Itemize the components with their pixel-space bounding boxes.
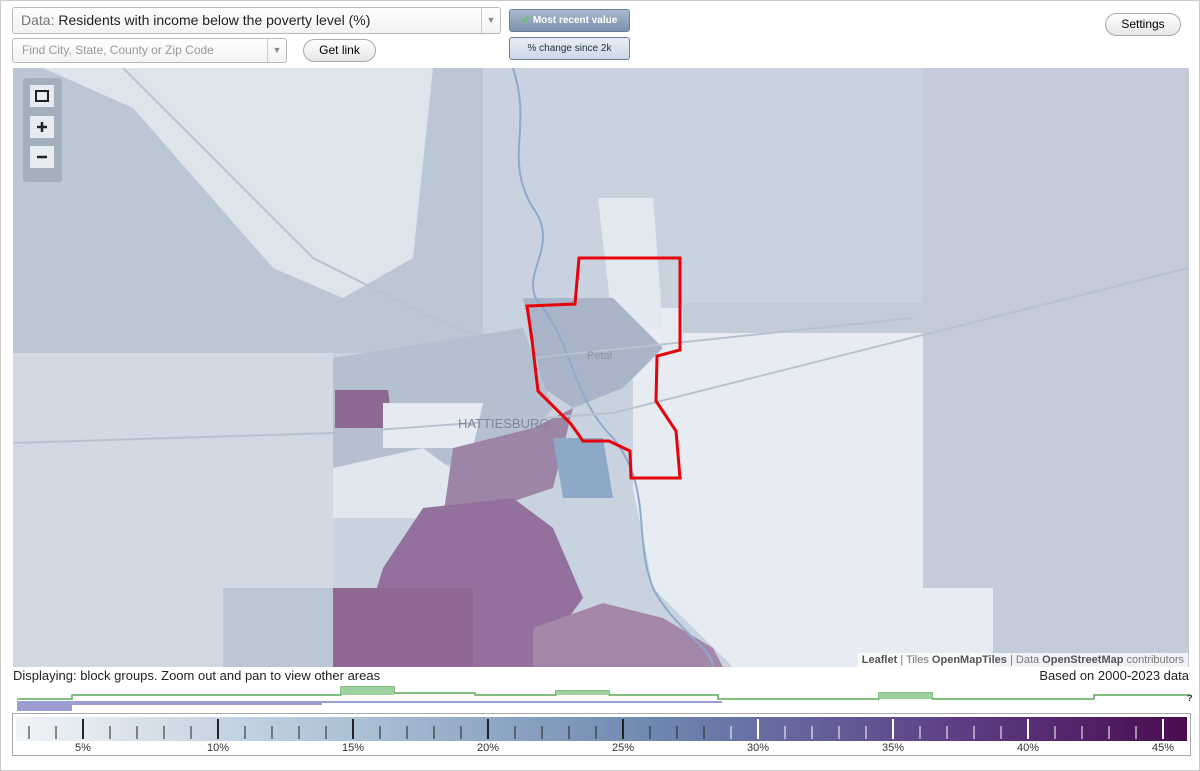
place-label: Petal [587,350,612,362]
data-select[interactable]: Data: Residents with income below the po… [12,7,501,34]
region [443,408,573,518]
check-icon: ✔ [521,15,531,26]
region [333,588,473,667]
toggle-change[interactable]: % change since 2k [509,37,630,60]
legend: 5% 10% 15% 20% 25% 30% 35% 40% 45% [12,713,1191,756]
data-value: Residents with income below the poverty … [58,12,371,28]
toggle-recent[interactable]: ✔ Most recent value [509,9,630,32]
legend-label: 30% [747,742,769,754]
fullscreen-button[interactable] [30,85,54,107]
region [598,198,663,328]
dropdown-arrow: ▼ [267,39,286,62]
selected-area[interactable] [525,256,682,480]
help-mark[interactable]: ? [1187,693,1193,703]
region [533,603,723,667]
attribution-link[interactable]: Leaflet [861,654,898,666]
dropdown-arrow: ▼ [481,8,500,33]
data-label: Data: [21,12,55,28]
toggle-recent-label: Most recent value [532,15,618,26]
legend-label: 35% [882,742,904,754]
attribution-text: contributors [1123,654,1184,666]
place-label: HATTIESBURG [458,416,550,431]
settings-button[interactable]: Settings [1105,13,1181,36]
hist-bar [17,701,72,711]
map[interactable]: Petal HATTIESBURG [13,68,1189,667]
search-placeholder: Find City, State, County or Zip Code [22,43,214,57]
attribution-text: | Tiles [897,654,932,666]
fullscreen-icon [35,90,49,102]
plus-icon [37,122,47,132]
legend-label: 40% [1017,742,1039,754]
zoom-controls [23,78,62,182]
hist-bar [322,701,722,703]
region [683,303,923,333]
legend-gradient [16,717,1187,741]
histogram: ? [17,686,1193,711]
legend-label: 20% [477,742,499,754]
road [122,68,914,360]
legend-label: 5% [75,742,91,754]
legend-label: 15% [342,742,364,754]
region [523,298,663,408]
legend-label: 45% [1152,742,1174,754]
region [335,390,393,428]
attribution-link[interactable]: OpenMapTiles [931,654,1007,666]
road [13,267,1189,444]
legend-label: 10% [207,742,229,754]
attribution-link[interactable]: OpenStreetMap [1042,654,1124,666]
get-link-button[interactable]: Get link [303,39,376,62]
attribution: Leaflet | Tiles OpenMapTiles | Data Open… [857,653,1188,667]
based-on-note: Based on 2000-2023 data [1039,668,1189,683]
legend-label: 25% [612,742,634,754]
river [512,68,714,667]
hist-bar [72,701,322,705]
search-box[interactable]: Find City, State, County or Zip Code ▼ [12,38,287,63]
region [223,588,333,667]
region [923,68,1189,667]
region [633,308,993,667]
displaying-note: Displaying: block groups. Zoom out and p… [13,668,381,683]
region [553,438,613,498]
region [333,448,463,518]
attribution-text: | Data [1006,654,1043,666]
